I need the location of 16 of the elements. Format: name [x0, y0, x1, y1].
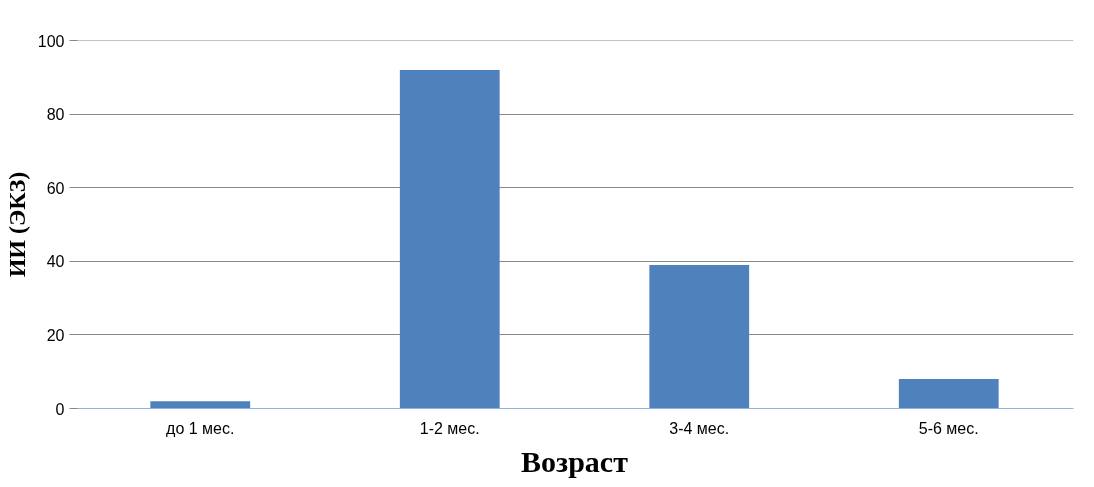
y-axis-title: ИИ (ЭКЗ)	[3, 171, 30, 278]
y-tick-label: 80	[46, 106, 65, 124]
x-tick-label: 3-4 мес.	[669, 419, 730, 437]
bar	[399, 69, 500, 409]
bar	[898, 379, 999, 409]
bar	[649, 264, 750, 409]
x-tick-label: 1-2 мес.	[419, 419, 480, 437]
y-tick-label: 100	[37, 32, 65, 50]
x-tick-label: 5-6 мес.	[918, 419, 979, 437]
y-tick-label: 60	[46, 179, 65, 197]
y-tick-label: 20	[46, 326, 65, 344]
y-tick-label: 40	[46, 253, 65, 271]
y-tick-label: 0	[55, 400, 65, 418]
x-axis-title: Возраст	[521, 444, 629, 478]
x-tick-label: до 1 мес.	[166, 419, 235, 437]
bar	[150, 401, 251, 409]
